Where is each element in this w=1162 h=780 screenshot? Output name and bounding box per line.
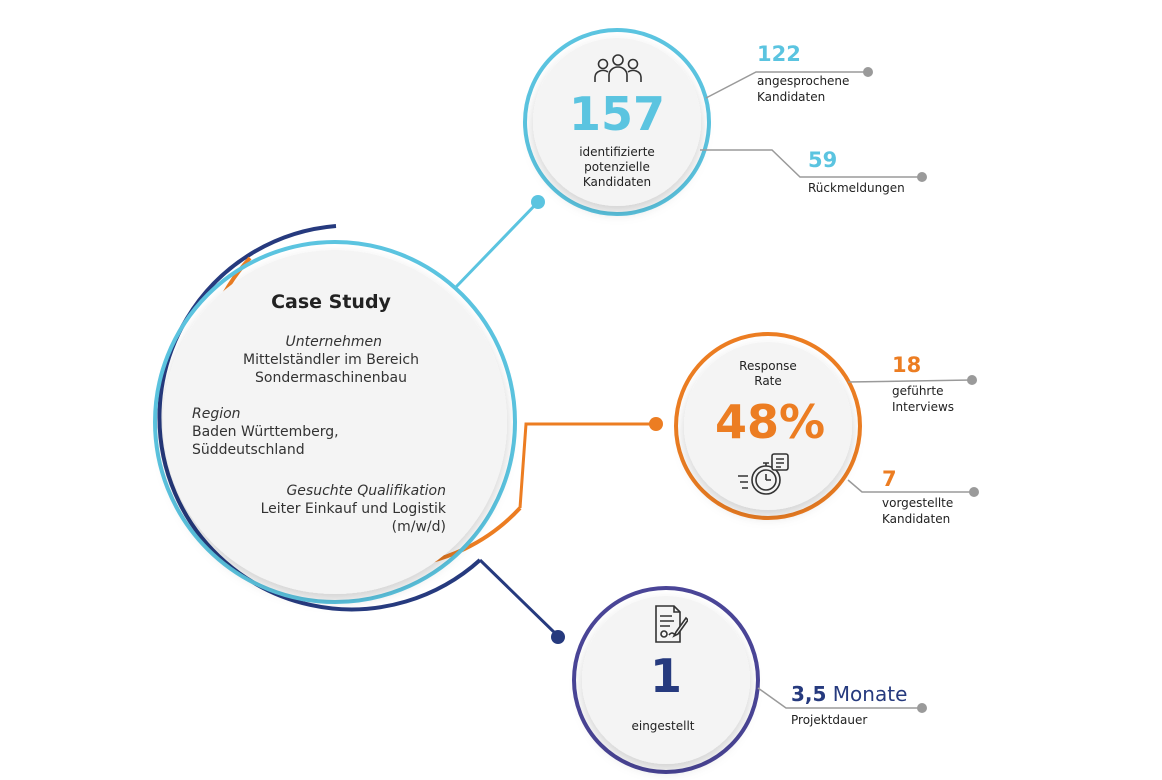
response-disc bbox=[684, 342, 852, 510]
candidates-caption-line2: potenzielle bbox=[584, 160, 650, 174]
duration-label: Projektdauer bbox=[791, 713, 868, 727]
leader-7-dot bbox=[969, 487, 979, 497]
connector-orange-dot bbox=[649, 417, 663, 431]
stat-18-line1: geführte bbox=[892, 384, 944, 398]
connector-orange bbox=[518, 422, 656, 509]
stat-7-value: 7 bbox=[882, 467, 897, 491]
stat-7-line2: Kandidaten bbox=[882, 512, 951, 526]
stat-18-value: 18 bbox=[892, 353, 922, 377]
connector-cyan bbox=[453, 200, 540, 290]
leader-59 bbox=[700, 149, 922, 178]
leader-18-dot bbox=[967, 375, 977, 385]
duration-value: 3,5 bbox=[791, 682, 827, 706]
connector-cyan-dot bbox=[531, 195, 545, 209]
duration-unit: Monate bbox=[832, 682, 908, 706]
stat-18-line2: Interviews bbox=[892, 400, 955, 414]
case-study-disc bbox=[163, 250, 507, 594]
signed-contract-icon bbox=[655, 605, 688, 643]
leader-duration-dot bbox=[917, 703, 927, 713]
region-line1: Baden Württemberg, bbox=[192, 424, 339, 440]
connector-navy-dot bbox=[551, 630, 565, 644]
candidates-caption-line3: Kandidaten bbox=[582, 175, 652, 189]
connector-navy bbox=[478, 558, 560, 638]
qualification-line2: (m/w/d) bbox=[391, 519, 446, 535]
leader-7 bbox=[847, 479, 974, 493]
candidates-value: 157 bbox=[568, 87, 666, 141]
company-line2: Sondermaschinenbau bbox=[254, 370, 408, 386]
leader-59-dot bbox=[917, 172, 927, 182]
response-value: 48% bbox=[714, 395, 826, 449]
case-study-title: Case Study bbox=[271, 291, 391, 313]
company-label: Unternehmen bbox=[285, 334, 382, 350]
stat-59-value: 59 bbox=[808, 148, 838, 172]
leader-122-dot bbox=[863, 67, 873, 77]
stat-59-line1: Rückmeldungen bbox=[808, 181, 905, 195]
stat-122-line1: angesprochene bbox=[757, 74, 850, 88]
stat-122-line2: Kandidaten bbox=[757, 90, 826, 104]
company-line1: Mittelständler im Bereich bbox=[243, 352, 419, 368]
ring-navy bbox=[157, 224, 482, 612]
stopwatch-checklist-icon bbox=[738, 453, 789, 495]
region-label: Region bbox=[192, 406, 241, 422]
response-ring bbox=[674, 332, 862, 520]
team-people-icon bbox=[594, 54, 642, 82]
hired-value: 1 bbox=[649, 649, 683, 703]
duration: 3,5 Monate bbox=[791, 683, 907, 706]
ring-cyan bbox=[153, 240, 517, 604]
hired-disc bbox=[582, 596, 750, 764]
leader-18 bbox=[847, 379, 973, 383]
candidates-disc bbox=[533, 38, 701, 206]
candidates-ring bbox=[523, 28, 711, 216]
candidates-caption-line1: identifizierte bbox=[579, 145, 655, 159]
stat-7-line1: vorgestellte bbox=[882, 496, 954, 510]
leader-duration bbox=[757, 687, 922, 709]
qualification-line1: Leiter Einkauf und Logistik bbox=[260, 501, 446, 517]
qualification-label: Gesuchte Qualifikation bbox=[286, 483, 446, 499]
response-label-line2: Rate bbox=[754, 374, 782, 388]
hired-caption: eingestellt bbox=[631, 719, 695, 733]
leader-122 bbox=[705, 71, 868, 99]
region-line2: Süddeutschland bbox=[192, 442, 305, 458]
hired-ring bbox=[572, 586, 760, 774]
response-label-line1: Response bbox=[739, 359, 797, 373]
stat-122-value: 122 bbox=[757, 42, 801, 66]
